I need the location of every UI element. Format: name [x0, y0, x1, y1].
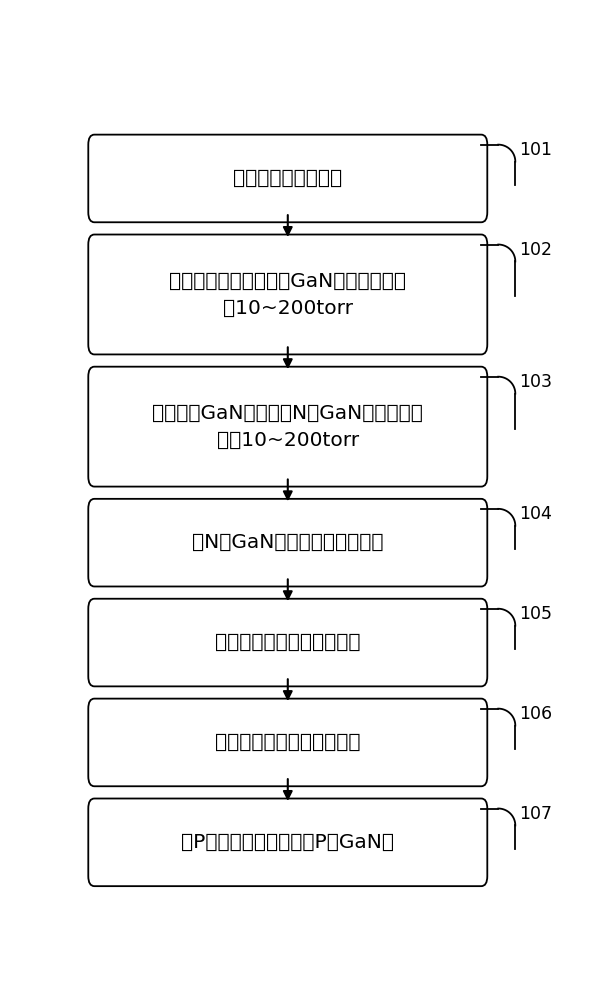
- Text: 为10~200torr: 为10~200torr: [223, 298, 353, 317]
- Text: 在P型电子阻挡层上生长P型GaN层: 在P型电子阻挡层上生长P型GaN层: [182, 833, 394, 852]
- Text: 在应力释放层上生长有源层: 在应力释放层上生长有源层: [215, 633, 361, 652]
- Text: 在缓冲层上生长非掺杂GaN层，生长压力: 在缓冲层上生长非掺杂GaN层，生长压力: [169, 271, 407, 290]
- FancyBboxPatch shape: [88, 599, 487, 686]
- FancyBboxPatch shape: [88, 367, 487, 487]
- Text: 101: 101: [519, 141, 552, 159]
- Text: 在非掺杂GaN层上生长N型GaN层，生长压: 在非掺杂GaN层上生长N型GaN层，生长压: [152, 404, 424, 423]
- Text: 在N型GaN层上生长应力释放层: 在N型GaN层上生长应力释放层: [192, 533, 384, 552]
- FancyBboxPatch shape: [88, 235, 487, 354]
- Text: 103: 103: [519, 373, 552, 391]
- FancyBboxPatch shape: [88, 799, 487, 886]
- Text: 力为10~200torr: 力为10~200torr: [217, 431, 359, 450]
- Text: 在应力释放层上生长有源层: 在应力释放层上生长有源层: [215, 733, 361, 752]
- Text: 107: 107: [519, 805, 552, 823]
- Text: 104: 104: [519, 505, 552, 523]
- FancyBboxPatch shape: [88, 699, 487, 786]
- FancyBboxPatch shape: [88, 499, 487, 586]
- Text: 102: 102: [519, 241, 552, 259]
- Text: 105: 105: [519, 605, 552, 623]
- FancyBboxPatch shape: [88, 135, 487, 222]
- Text: 106: 106: [519, 705, 552, 723]
- Text: 在衬底上生长缓冲层: 在衬底上生长缓冲层: [234, 169, 342, 188]
